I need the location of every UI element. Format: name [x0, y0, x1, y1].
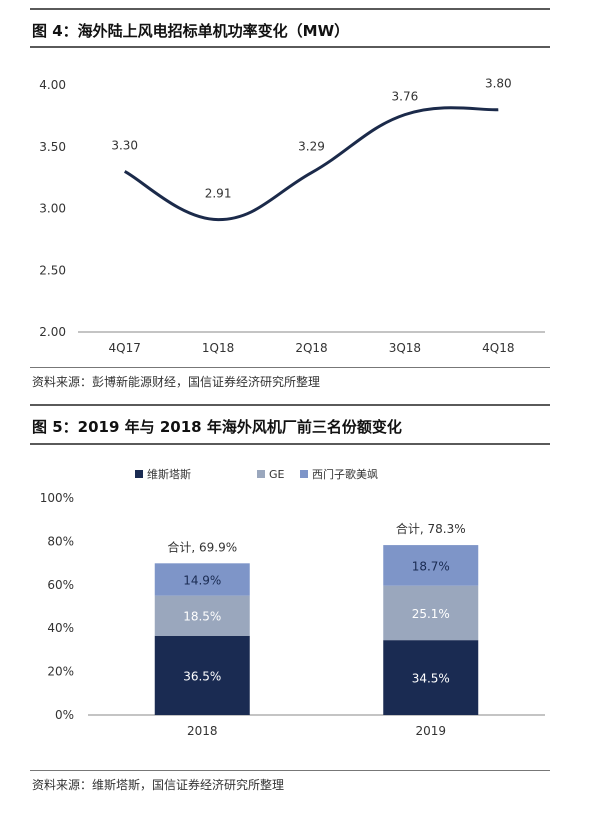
x-tick-label: 4Q18 [482, 341, 514, 355]
bar-segment [383, 545, 479, 586]
y-tick-label: 2.00 [39, 325, 66, 339]
bar-segment [383, 585, 479, 641]
stacked-bar-chart: 维斯塔斯 GE 西门子歌美飒 0% 20% 40% 60% 80% 100% 36.5% 18.5%… [40, 467, 545, 738]
data-label: 2.91 [205, 187, 232, 201]
legend-label: 西门子歌美飒 [312, 467, 378, 481]
data-label: 3.76 [392, 90, 419, 104]
y-tick-label: 3.00 [39, 202, 66, 216]
fig5-top-rule [30, 404, 550, 406]
line-chart: 2.00 2.50 3.00 3.50 4.00 4Q17 1Q18 2Q18 3Q18 4Q18… [39, 77, 545, 355]
legend-swatch [257, 470, 265, 478]
fig4-source-rule [30, 367, 550, 368]
fig4-title-rule [30, 46, 550, 48]
y-tick-label: 4.00 [39, 78, 66, 92]
bar-total-label: 合计, 69.9% [167, 539, 237, 554]
bar-value-label: 14.9% [183, 573, 221, 587]
legend-swatch [300, 470, 308, 478]
x-tick-label: 2Q18 [295, 341, 327, 355]
data-label: 3.80 [485, 77, 512, 91]
legend-label: GE [269, 468, 285, 481]
y-tick-label: 2.50 [39, 263, 66, 277]
y-tick-label: 80% [47, 534, 74, 548]
data-label: 3.30 [111, 138, 138, 152]
bar-segment [154, 635, 250, 715]
x-tick-label: 2018 [187, 724, 218, 738]
fig4-top-rule [30, 8, 550, 10]
x-tick-label: 3Q18 [389, 341, 421, 355]
x-tick-label: 4Q17 [109, 341, 141, 355]
fig4-title: 图 4：海外陆上风电招标单机功率变化（MW） [32, 22, 350, 40]
fig4-source: 资料来源：彭博新能源财经，国信证券经济研究所整理 [32, 375, 321, 389]
bar-segment [383, 640, 479, 715]
y-tick-label: 100% [40, 491, 74, 505]
bar-segment [154, 563, 250, 596]
y-tick-label: 3.50 [39, 140, 66, 154]
bar-value-label: 18.7% [412, 559, 450, 573]
bar-segment [154, 595, 250, 636]
legend-swatch [135, 470, 143, 478]
y-tick-label: 0% [55, 708, 74, 722]
series-line [123, 106, 499, 222]
x-tick-label: 1Q18 [202, 341, 234, 355]
fig5-source: 资料来源：维斯塔斯，国信证券经济研究所整理 [32, 778, 285, 792]
bar-total-label: 合计, 78.3% [396, 521, 466, 536]
data-label: 3.29 [298, 140, 325, 154]
bar-value-label: 36.5% [183, 669, 221, 683]
legend-label: 维斯塔斯 [147, 468, 191, 481]
y-tick-label: 60% [47, 578, 74, 592]
bar-value-label: 25.1% [412, 607, 450, 621]
bar-value-label: 18.5% [183, 610, 221, 624]
y-tick-label: 40% [47, 621, 74, 635]
bar-value-label: 34.5% [412, 672, 450, 686]
fig5-source-rule [30, 770, 550, 771]
x-tick-label: 2019 [415, 724, 446, 738]
fig5-title: 图 5：2019 年与 2018 年海外风机厂前三名份额变化 [32, 418, 402, 436]
y-tick-label: 20% [47, 665, 74, 679]
fig5-title-rule [30, 443, 550, 445]
